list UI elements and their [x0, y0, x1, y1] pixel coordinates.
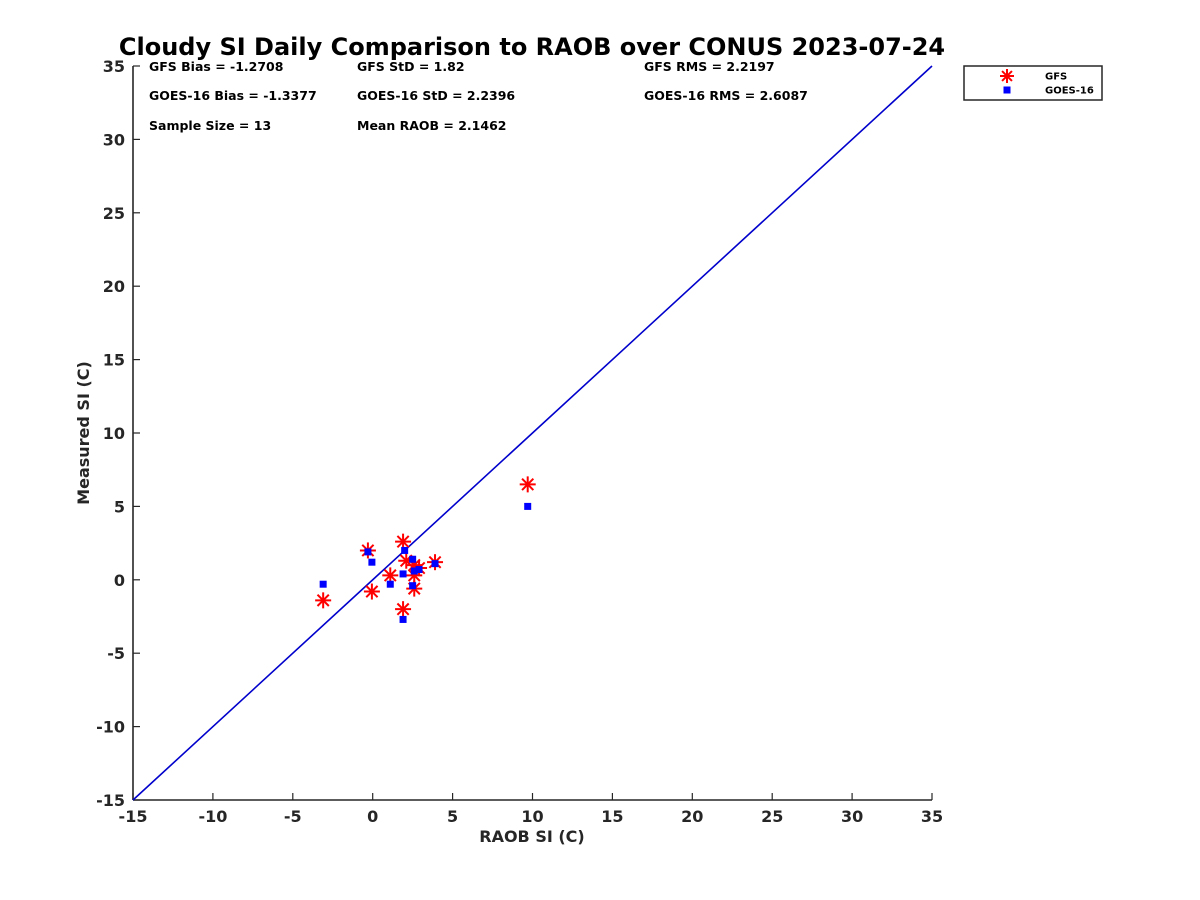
y-tick-label: 5 [114, 497, 125, 516]
chart-title: Cloudy SI Daily Comparison to RAOB over … [119, 33, 945, 61]
goes16-point [386, 580, 394, 588]
stat-text: GOES-16 RMS = 2.6087 [644, 88, 808, 103]
goes16-point [409, 555, 417, 563]
series-gfs [315, 476, 536, 618]
goes16-point [415, 566, 423, 574]
goes16-point [410, 567, 418, 575]
one-to-one-reference-line [132, 65, 933, 801]
legend-label: GFS [1045, 72, 1067, 83]
series-goes-16 [319, 502, 532, 623]
x-tick-label: -10 [198, 807, 227, 826]
gfs-point [395, 601, 412, 618]
gfs-point [395, 533, 412, 550]
stat-text: GOES-16 Bias = -1.3377 [149, 88, 317, 103]
x-tick-label: 30 [841, 807, 863, 826]
gfs-point [315, 592, 332, 609]
goes16-point [409, 582, 417, 590]
gfs-point [363, 583, 380, 600]
gfs-point [519, 476, 536, 493]
x-tick-label: 0 [367, 807, 378, 826]
y-tick-label: 15 [103, 351, 125, 370]
statistics-block: GFS Bias = -1.2708 GFS StD = 1.82 GFS RMS … [149, 59, 808, 133]
y-tick-label: -5 [107, 644, 125, 663]
goes16-point [364, 548, 372, 556]
x-tick-label: 5 [447, 807, 458, 826]
goes16-point [319, 580, 327, 588]
legend-goes16-marker [1003, 86, 1011, 94]
stat-text: GFS StD = 1.82 [357, 59, 465, 74]
y-tick-label: 35 [103, 57, 125, 76]
stat-text: Mean RAOB = 2.1462 [357, 118, 506, 133]
x-tick-label: 15 [601, 807, 623, 826]
legend-label: GOES-16 [1045, 86, 1094, 97]
data-points [315, 476, 536, 623]
legend-box [963, 65, 1103, 101]
goes16-point [368, 558, 376, 566]
x-tick-label: -5 [284, 807, 302, 826]
x-tick-label: 35 [921, 807, 943, 826]
goes16-point [524, 502, 532, 510]
stat-text: GOES-16 StD = 2.2396 [357, 88, 515, 103]
y-tick-label: 10 [103, 424, 125, 443]
y-tick-label: 25 [103, 204, 125, 223]
x-tick-label: 25 [761, 807, 783, 826]
y-tick-label: -10 [96, 718, 125, 737]
legend-gfs-marker [1000, 69, 1014, 83]
y-tick-label: -15 [96, 791, 125, 810]
y-tick-label: 20 [103, 277, 125, 296]
y-axis-label: Measured SI (C) [74, 361, 93, 505]
stat-text: Sample Size = 13 [149, 118, 271, 133]
x-tick-label: 10 [521, 807, 543, 826]
ticks: -15 -10 -5 0 5 10 15 20 25 30 35 -15 -10 -5 0 5 10 15 20 25… [96, 57, 943, 826]
x-axis-label: RAOB SI (C) [479, 827, 584, 846]
stat-text: GFS Bias = -1.2708 [149, 59, 283, 74]
goes16-point [399, 570, 407, 578]
goes16-point [431, 560, 439, 568]
goes16-point [399, 615, 407, 623]
y-tick-label: 30 [103, 130, 125, 149]
x-tick-label: -15 [119, 807, 148, 826]
goes16-point [401, 546, 409, 554]
x-tick-label: 20 [681, 807, 703, 826]
legend: GFS GOES-16 [963, 65, 1103, 101]
y-tick-label: 0 [114, 571, 125, 590]
stat-text: GFS RMS = 2.2197 [644, 59, 775, 74]
